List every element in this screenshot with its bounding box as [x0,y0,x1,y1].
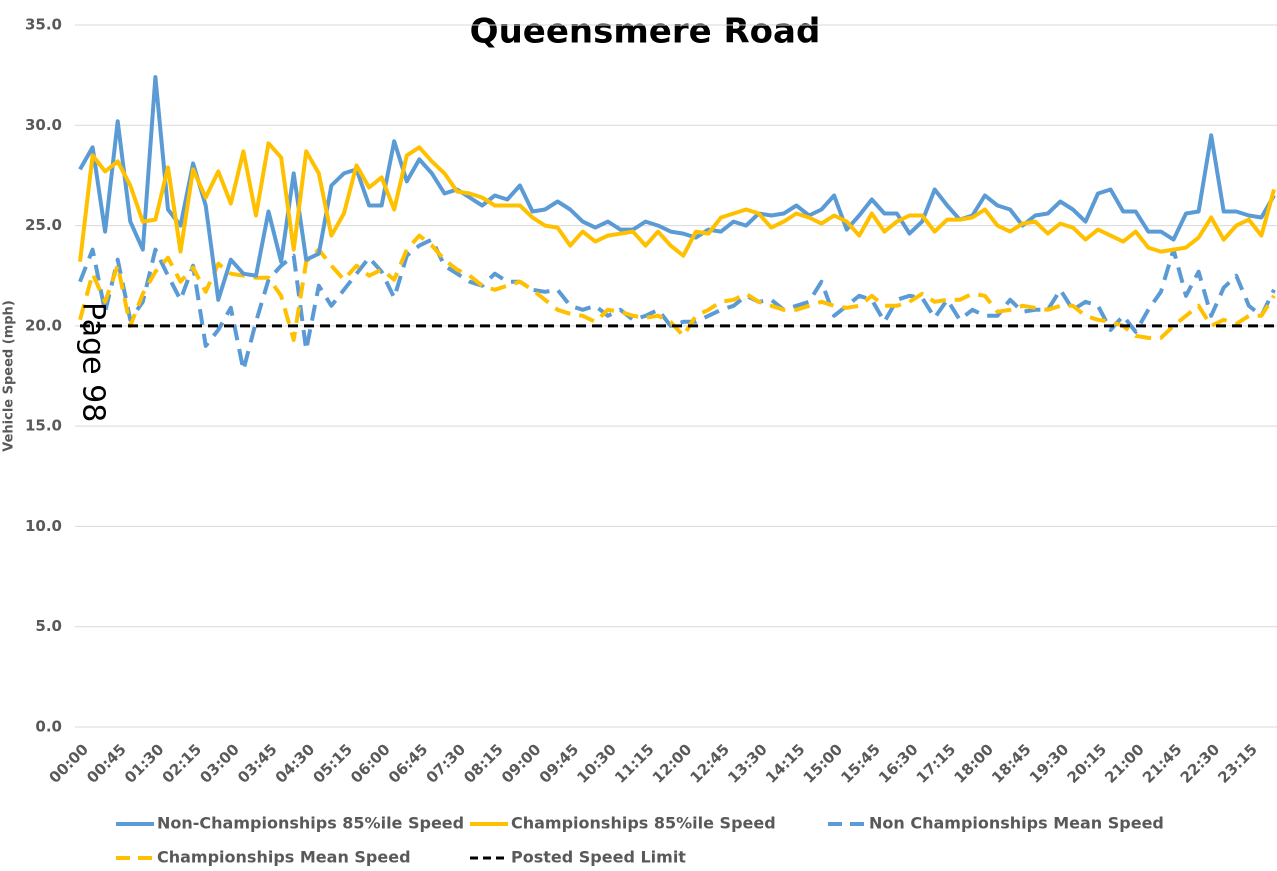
x-tick-label: 10:30 [573,740,619,786]
x-tick-label: 09:45 [536,740,582,786]
x-tick-label: 20:15 [1064,740,1110,786]
y-axis-label: Vehicle Speed (mph) [2,300,17,452]
x-tick-label: 23:15 [1214,740,1260,786]
y-tick-label: 35.0 [25,16,62,34]
x-tick-label: 03:45 [234,740,280,786]
y-tick-label: 0.0 [35,718,62,736]
x-tick-label: 18:00 [950,740,996,786]
page-annotation: Page 98 [76,302,111,422]
series-line [78,141,1276,262]
x-tick-label: 14:15 [762,740,808,786]
x-tick-label: 00:00 [46,740,92,786]
x-tick-label: 05:15 [309,740,355,786]
x-tick-label: 15:00 [800,740,846,786]
x-tick-label: 06:00 [347,740,393,786]
x-tick-label: 09:00 [498,740,544,786]
x-tick-label: 21:00 [1101,740,1147,786]
chart-title: Queensmere Road [470,12,821,52]
x-tick-label: 13:30 [724,740,770,786]
x-tick-label: 19:30 [1026,740,1072,786]
x-tick-label: 12:45 [687,740,733,786]
legend-label: Non-Championships 85%ile Speed [157,814,464,833]
series-line [78,233,1276,342]
x-tick-label: 07:30 [423,740,469,786]
x-tick-label: 11:15 [611,740,657,786]
y-tick-label: 25.0 [25,216,62,234]
x-tick-label: 16:30 [875,740,921,786]
x-tick-label: 03:00 [196,740,242,786]
y-tick-label: 20.0 [25,316,62,334]
legend-label: Posted Speed Limit [511,848,686,867]
y-tick-label: 10.0 [25,517,62,535]
x-tick-label: 00:45 [83,740,129,786]
x-tick-label: 02:15 [159,740,205,786]
x-tick-label: 08:15 [460,740,506,786]
x-tick-label: 21:45 [1139,740,1185,786]
x-tick-label: 06:45 [385,740,431,786]
y-tick-label: 30.0 [25,116,62,134]
y-tick-label: 5.0 [35,617,62,635]
series-line [78,237,1276,372]
x-tick-label: 15:45 [837,740,883,786]
legend-label: Non Championships Mean Speed [869,814,1164,833]
x-tick-label: 18:45 [988,740,1034,786]
legend-label: Championships 85%ile Speed [511,814,776,833]
legend-label: Championships Mean Speed [157,848,411,867]
x-tick-label: 17:15 [913,740,959,786]
x-tick-label: 04:30 [272,740,318,786]
x-tick-label: 22:30 [1177,740,1223,786]
x-tick-label: 01:30 [121,740,167,786]
series-line [78,75,1276,302]
x-tick-label: 12:00 [649,740,695,786]
y-tick-label: 15.0 [25,417,62,435]
